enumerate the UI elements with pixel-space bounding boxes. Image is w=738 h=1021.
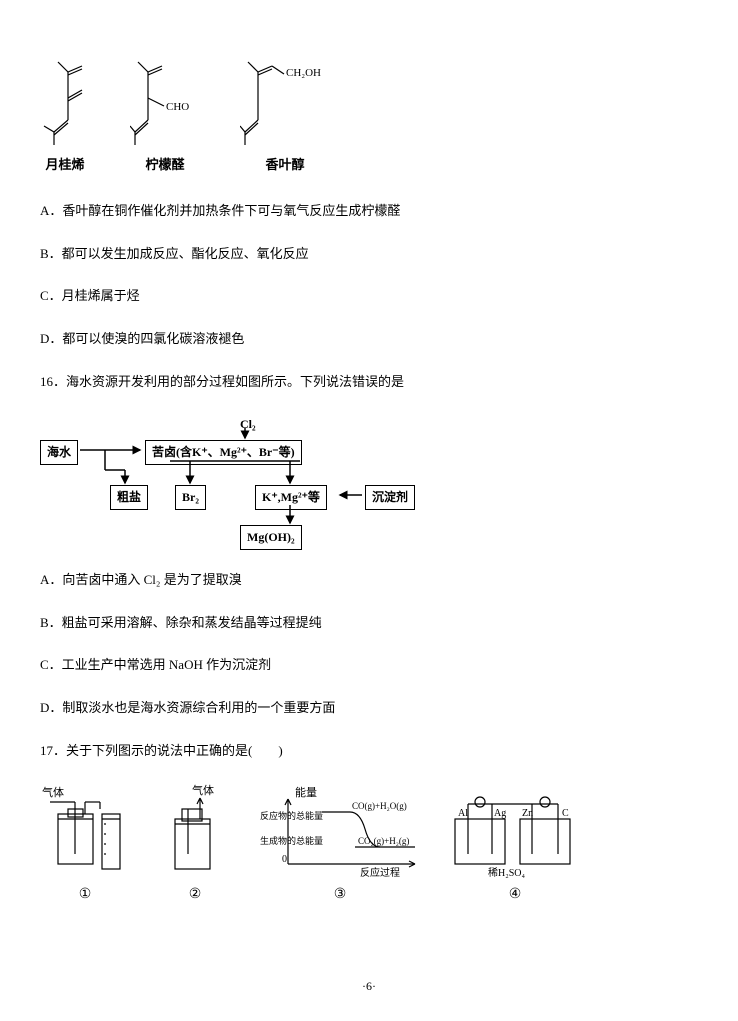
svg-text:气体: 气体 — [192, 784, 214, 797]
q16-flow-diagram: 海水 苦卤(含K⁺、Mg²⁺、Br⁻等) Cl₂ 粗盐 Br₂ K⁺,Mg²⁺等… — [40, 415, 698, 545]
svg-text:Zn: Zn — [522, 808, 533, 819]
q16-text: 16．海水资源开发利用的部分过程如图所示。下列说法错误的是 — [40, 372, 698, 393]
apparatus-3-svg: 能量 反应物的总能量 生成物的总能量 CO(g)+H₂O(g) CO₂(g)+H… — [260, 784, 420, 879]
apparatus-4-num: ④ — [509, 884, 522, 906]
q15-option-d: D．都可以使溴的四氯化碳溶液褪色 — [40, 329, 698, 350]
apparatus-3-num: ③ — [334, 884, 347, 906]
svg-text:生成物的总能量: 生成物的总能量 — [260, 835, 323, 846]
svg-text:反应过程: 反应过程 — [360, 866, 400, 879]
q17-apparatus-row: 气体 ① 气体 — [40, 784, 698, 906]
molecule-2-svg: CHO — [130, 50, 200, 150]
svg-text:CO(g)+H₂O(g): CO(g)+H₂O(g) — [352, 801, 407, 811]
svg-text:CHO: CHO — [166, 101, 189, 113]
q16-option-b: B．粗盐可采用溶解、除杂和蒸发结晶等过程提纯 — [40, 613, 698, 634]
svg-text:气体: 气体 — [42, 785, 64, 799]
apparatus-3: 能量 反应物的总能量 生成物的总能量 CO(g)+H₂O(g) CO₂(g)+H… — [260, 784, 420, 906]
svg-text:CH₂OH: CH₂OH — [286, 67, 321, 79]
apparatus-1: 气体 ① — [40, 784, 130, 906]
apparatus-2-num: ② — [189, 884, 202, 906]
svg-text:CO₂(g)+H₂(g): CO₂(g)+H₂(g) — [358, 836, 409, 846]
apparatus-4: Al Ag Zn C 稀H₂SO₄ ④ — [450, 784, 580, 906]
svg-text:能量: 能量 — [295, 785, 317, 799]
svg-text:Al: Al — [458, 808, 468, 819]
structure-3: CH₂OH 香叶醇 — [240, 50, 330, 176]
apparatus-1-num: ① — [79, 884, 92, 906]
page-number: ·6· — [362, 977, 376, 996]
svg-text:稀H₂SO₄: 稀H₂SO₄ — [488, 866, 525, 879]
apparatus-1-svg: 气体 — [40, 784, 130, 879]
molecule-1-svg — [40, 50, 90, 150]
structure-3-label: 香叶醇 — [265, 155, 304, 176]
structure-2-label: 柠檬醛 — [145, 155, 184, 176]
q16-option-c: C．工业生产中常选用 NaOH 作为沉淀剂 — [40, 655, 698, 676]
structure-2: CHO 柠檬醛 — [130, 50, 200, 176]
svg-text:反应物的总能量: 反应物的总能量 — [260, 810, 323, 821]
apparatus-2: 气体 ② — [160, 784, 230, 906]
q15-option-b: B．都可以发生加成反应、酯化反应、氧化反应 — [40, 244, 698, 265]
molecule-3-svg: CH₂OH — [240, 50, 330, 150]
flow-arrows — [40, 415, 440, 545]
q15-option-a: A．香叶醇在铜作催化剂并加热条件下可与氧气反应生成柠檬醛 — [40, 201, 698, 222]
svg-text:C: C — [562, 808, 569, 819]
q16-option-d: D．制取淡水也是海水资源综合利用的一个重要方面 — [40, 698, 698, 719]
apparatus-2-svg: 气体 — [160, 784, 230, 879]
apparatus-4-svg: Al Ag Zn C 稀H₂SO₄ — [450, 784, 580, 879]
svg-text:0: 0 — [282, 854, 287, 865]
structure-1-label: 月桂烯 — [45, 155, 84, 176]
molecule-structures: 月桂烯 CHO 柠檬醛 — [40, 50, 698, 176]
q16-option-a: A．向苦卤中通入 Cl₂ 是为了提取溴 — [40, 570, 698, 591]
q17-text: 17．关于下列图示的说法中正确的是( ) — [40, 741, 698, 762]
structure-1: 月桂烯 — [40, 50, 90, 176]
svg-text:Ag: Ag — [494, 808, 506, 819]
q15-option-c: C．月桂烯属于烃 — [40, 286, 698, 307]
